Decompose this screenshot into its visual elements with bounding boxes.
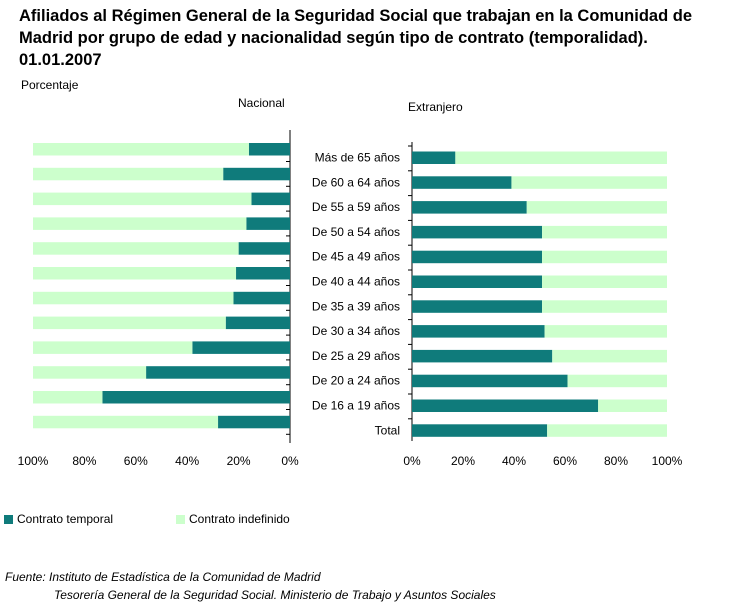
extranjero-bar-temporal-mas-de-65-anos (412, 151, 456, 164)
nacional-bar-temporal-de-30-a-34-anos (225, 316, 290, 330)
nacional-bar-indefinido-de-40-a-44-anos (33, 267, 237, 280)
extranjero-bar-indefinido-total (547, 424, 667, 437)
panel-title-nacional: Nacional (238, 96, 285, 110)
category-label-de-16-a-19-anos: De 16 a 19 años (312, 399, 400, 413)
extranjero-bar-temporal-de-25-a-29-anos (412, 349, 553, 363)
nacional-bar-indefinido-de-25-a-29-anos (33, 341, 193, 354)
panel-title-extranjero: Extranjero (408, 100, 463, 114)
nacional-x-tick-label: 100% (18, 454, 49, 468)
nacional-bar-temporal-de-35-a-39-anos (233, 291, 290, 305)
nacional-bar-temporal-de-60-a-64-anos (223, 167, 290, 181)
unit-label: Porcentaje (21, 78, 79, 92)
nacional-bar-temporal-de-55-a-59-anos (251, 192, 290, 206)
nacional-bar-indefinido-de-30-a-34-anos (33, 316, 226, 330)
nacional-bar-temporal-de-20-a-24-anos (146, 366, 290, 379)
category-label-de-40-a-44-anos: De 40 a 44 años (312, 275, 400, 289)
category-label-total: Total (375, 423, 400, 437)
extranjero-bar-indefinido-de-45-a-49-anos (542, 250, 667, 264)
nacional-x-tick-label: 60% (124, 454, 148, 468)
category-label-de-35-a-39-anos: De 35 a 39 años (312, 299, 400, 313)
nacional-bar-temporal-de-50-a-54-anos (246, 217, 290, 230)
extranjero-x-tick-label: 40% (502, 454, 526, 468)
extranjero-x-tick-label: 100% (652, 454, 683, 468)
extranjero-bar-temporal-de-60-a-64-anos (412, 176, 512, 189)
extranjero-bar-indefinido-de-50-a-54-anos (542, 225, 667, 239)
nacional-bar-temporal-de-45-a-49-anos (238, 242, 290, 255)
nacional-bar-temporal-mas-de-65-anos (248, 143, 290, 156)
extranjero-bar-indefinido-de-60-a-64-anos (511, 176, 667, 189)
nacional-bar-indefinido-de-60-a-64-anos (33, 167, 224, 181)
category-label-de-25-a-29-anos: De 25 a 29 años (312, 349, 400, 363)
legend-label-temporal: Contrato temporal (17, 512, 114, 526)
nacional-bar-indefinido-de-20-a-24-anos (33, 366, 147, 379)
source-note: Fuente: Instituto de Estadística de la C… (5, 568, 496, 604)
extranjero-x-tick-label: 80% (604, 454, 628, 468)
nacional-x-tick-label: 80% (72, 454, 96, 468)
legend-item-indefinido: Contrato indefinido (176, 512, 297, 526)
extranjero-x-tick-label: 20% (451, 454, 475, 468)
category-label-de-50-a-54-anos: De 50 a 54 años (312, 225, 400, 239)
nacional-bar-indefinido-de-16-a-19-anos (33, 391, 103, 404)
nacional-bar-indefinido-mas-de-65-anos (33, 143, 249, 156)
nacional-bar-indefinido-de-50-a-54-anos (33, 217, 247, 230)
extranjero-bar-temporal-de-40-a-44-anos (412, 275, 543, 288)
category-label-de-55-a-59-anos: De 55 a 59 años (312, 200, 400, 214)
extranjero-bar-indefinido-de-16-a-19-anos (598, 399, 667, 412)
nacional-bar-indefinido-de-55-a-59-anos (33, 192, 252, 206)
legend-swatch-temporal (4, 514, 13, 524)
extranjero-bar-indefinido-de-30-a-34-anos (544, 325, 667, 338)
source-line-1: Fuente: Instituto de Estadística de la C… (5, 570, 321, 584)
extranjero-bar-indefinido-de-35-a-39-anos (542, 300, 667, 313)
extranjero-bar-indefinido-de-55-a-59-anos (526, 201, 667, 214)
nacional-bar-temporal-de-40-a-44-anos (236, 267, 290, 280)
category-label-de-45-a-49-anos: De 45 a 49 años (312, 250, 400, 264)
extranjero-bar-temporal-de-35-a-39-anos (412, 300, 543, 313)
nacional-x-tick-label: 20% (227, 454, 251, 468)
extranjero-x-tick-label: 60% (553, 454, 577, 468)
extranjero-bar-temporal-de-45-a-49-anos (412, 250, 543, 264)
extranjero-x-tick-label: 0% (403, 454, 421, 468)
nacional-bar-temporal-de-25-a-29-anos (192, 341, 290, 354)
extranjero-bar-temporal-de-50-a-54-anos (412, 225, 543, 239)
extranjero-bar-temporal-de-30-a-34-anos (412, 325, 545, 338)
extranjero-bar-indefinido-de-40-a-44-anos (542, 275, 667, 288)
nacional-bar-indefinido-total (33, 415, 219, 429)
legend-swatch-indefinido (176, 514, 185, 524)
legend-label-indefinido: Contrato indefinido (189, 512, 290, 526)
source-line-2: Tesorería General de la Seguridad Social… (54, 588, 496, 602)
extranjero-bar-indefinido-mas-de-65-anos (455, 151, 667, 164)
chart-title: Afiliados al Régimen General de la Segur… (19, 7, 692, 69)
category-label-mas-de-65-anos: Más de 65 años (315, 151, 400, 165)
nacional-x-tick-label: 0% (281, 454, 299, 468)
nacional-bar-temporal-total (218, 415, 290, 429)
extranjero-bar-indefinido-de-20-a-24-anos (567, 374, 667, 388)
category-label-de-60-a-64-anos: De 60 a 64 años (312, 175, 400, 189)
category-label-de-30-a-34-anos: De 30 a 34 años (312, 324, 400, 338)
category-label-de-20-a-24-anos: De 20 a 24 años (312, 374, 400, 388)
nacional-x-tick-label: 40% (175, 454, 199, 468)
legend-item-temporal: Contrato temporal (4, 512, 113, 526)
nacional-bar-indefinido-de-35-a-39-anos (33, 291, 234, 305)
extranjero-bar-indefinido-de-25-a-29-anos (552, 349, 667, 363)
extranjero-bar-temporal-total (412, 424, 548, 437)
nacional-bar-indefinido-de-45-a-49-anos (33, 242, 239, 255)
extranjero-bar-temporal-de-55-a-59-anos (412, 201, 527, 214)
extranjero-bar-temporal-de-16-a-19-anos (412, 399, 599, 412)
extranjero-bar-temporal-de-20-a-24-anos (412, 374, 568, 388)
nacional-bar-temporal-de-16-a-19-anos (102, 391, 290, 404)
